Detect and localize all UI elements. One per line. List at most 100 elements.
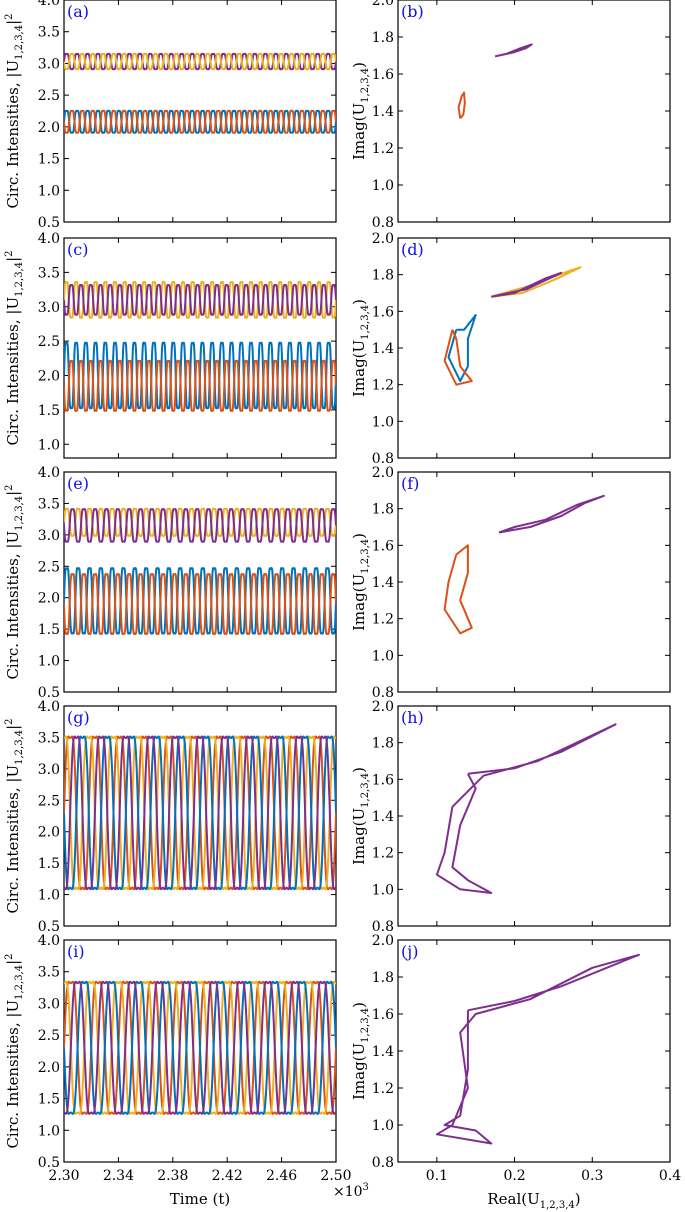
y-tick-label: 1.0 bbox=[372, 882, 394, 898]
series-purple bbox=[64, 735, 336, 891]
y-tick-label: 0.8 bbox=[372, 685, 394, 701]
series-orange bbox=[64, 573, 336, 635]
y-tick-label: 3.0 bbox=[38, 300, 60, 316]
y-tick-label: 1.4 bbox=[372, 1044, 394, 1060]
y-tick-label: 1.8 bbox=[372, 268, 394, 284]
axes-frame bbox=[397, 939, 671, 1163]
y-tick-label: 3.5 bbox=[38, 730, 60, 746]
y-tick-label: 1.6 bbox=[372, 304, 394, 320]
series-purple bbox=[435, 723, 617, 894]
y-tick-label: 2.0 bbox=[38, 591, 60, 607]
y-tick-label: 4.0 bbox=[38, 699, 60, 715]
plot-area bbox=[435, 723, 617, 894]
y-tick-label: 1.5 bbox=[38, 622, 60, 638]
y-tick-label: 2.0 bbox=[38, 825, 60, 841]
x-tick-label: 0.4 bbox=[659, 1168, 681, 1184]
y-tick-label: 2.0 bbox=[372, 231, 394, 247]
panel-label: (a) bbox=[67, 2, 89, 21]
y-tick-label: 1.0 bbox=[372, 178, 394, 194]
x-tick-label: 0.3 bbox=[581, 1168, 603, 1184]
y-tick-label: 2.0 bbox=[38, 1060, 60, 1076]
y-axis-label-right: Imag(U1,2,3,4) bbox=[350, 533, 371, 631]
y-tick-label: 1.0 bbox=[38, 437, 60, 453]
y-tick-label: 2.5 bbox=[38, 334, 60, 350]
y-tick-label: 3.0 bbox=[38, 996, 60, 1012]
y-tick-label: 1.4 bbox=[372, 104, 394, 120]
series-purple bbox=[491, 271, 563, 298]
plot-area bbox=[64, 507, 336, 635]
panel-b: 0.8 1.0 1.2 1.4 1.6 1.8 2.0 (b) bbox=[372, 0, 671, 231]
y-tick-label: 2.0 bbox=[38, 369, 60, 385]
panel-label: (i) bbox=[67, 942, 85, 961]
x-tick-label: 2.50 bbox=[320, 1168, 351, 1184]
y-tick-label: 2.0 bbox=[38, 120, 60, 136]
y-tick-label: 1.0 bbox=[38, 183, 60, 199]
y-tick-label: 1.6 bbox=[372, 67, 394, 83]
axes-frame bbox=[397, 237, 671, 459]
series-orange bbox=[443, 329, 473, 386]
y-tick-label: 1.8 bbox=[372, 502, 394, 518]
y-axis-label: Circ. Intensities, |U1,2,3,4|2 bbox=[4, 13, 25, 208]
y-tick-label: 1.4 bbox=[372, 809, 394, 825]
series-blue bbox=[64, 980, 336, 1115]
plot-area bbox=[64, 980, 336, 1115]
x-tick-label: 2.34 bbox=[103, 1168, 134, 1184]
y-axis-label-right: Imag(U1,2,3,4) bbox=[350, 299, 371, 397]
y-tick-label: 2.5 bbox=[38, 1028, 60, 1044]
y-tick-label: 1.2 bbox=[372, 1081, 394, 1097]
series-yellow bbox=[64, 735, 336, 891]
y-axis-label: Circ. Intensities, |U1,2,3,4|2 bbox=[4, 484, 25, 679]
panel-label: (h) bbox=[401, 708, 424, 727]
panel-label: (c) bbox=[67, 240, 88, 259]
y-tick-label: 1.5 bbox=[38, 1092, 60, 1108]
y-tick-label: 1.2 bbox=[372, 378, 394, 394]
y-tick-label: 2.5 bbox=[38, 793, 60, 809]
plot-area bbox=[443, 494, 605, 635]
y-tick-label: 1.4 bbox=[372, 575, 394, 591]
y-tick-label: 1.5 bbox=[38, 856, 60, 872]
y-tick-label: 0.5 bbox=[38, 1155, 60, 1171]
series-blue bbox=[447, 314, 477, 382]
y-tick-label: 1.0 bbox=[372, 648, 394, 664]
x-tick-label: 0.2 bbox=[503, 1168, 525, 1184]
y-tick-label: 3.5 bbox=[38, 265, 60, 281]
panel-label: (f) bbox=[401, 474, 419, 493]
axes-frame bbox=[397, 705, 671, 927]
plot-area bbox=[443, 266, 582, 386]
y-tick-label: 2.0 bbox=[372, 933, 394, 949]
y-tick-label: 2.0 bbox=[372, 699, 394, 715]
y-tick-label: 4.0 bbox=[38, 231, 60, 247]
y-tick-label: 1.5 bbox=[38, 403, 60, 419]
y-tick-label: 4.0 bbox=[38, 465, 60, 481]
y-tick-label: 4.0 bbox=[38, 0, 60, 9]
panel-h: 0.8 1.0 1.2 1.4 1.6 1.8 2.0 (h) bbox=[372, 699, 671, 935]
y-tick-label: 1.0 bbox=[38, 888, 60, 904]
plot-area bbox=[64, 52, 336, 134]
panel-label: (g) bbox=[67, 708, 90, 727]
y-tick-label: 0.8 bbox=[372, 215, 394, 231]
plot-area bbox=[457, 43, 533, 120]
y-axis-label-right: Imag(U1,2,3,4) bbox=[350, 1002, 371, 1100]
y-axis-label-right: Imag(U1,2,3,4) bbox=[350, 62, 371, 160]
series-blue bbox=[64, 735, 336, 891]
y-tick-label: 3.0 bbox=[38, 56, 60, 72]
y-axis-label-right: Imag(U1,2,3,4) bbox=[350, 767, 371, 865]
y-tick-label: 3.0 bbox=[38, 528, 60, 544]
y-tick-label: 1.0 bbox=[38, 654, 60, 670]
plot-area bbox=[435, 953, 640, 1145]
y-tick-label: 1.6 bbox=[372, 1007, 394, 1023]
y-tick-label: 1.5 bbox=[38, 152, 60, 168]
y-axis-label: Circ. Intensities, |U1,2,3,4|2 bbox=[4, 250, 25, 445]
panel-g: 0.5 1.0 1.5 2.0 2.5 3.0 3.5 4.0 (g) bbox=[38, 699, 337, 935]
y-tick-label: 1.8 bbox=[372, 970, 394, 986]
y-tick-label: 2.0 bbox=[372, 465, 394, 481]
panel-i: 0.5 1.0 1.5 2.0 2.5 3.0 3.5 4.0 2.30 2.34 2.38 2.42… bbox=[38, 933, 352, 1184]
x-tick-label: 2.42 bbox=[212, 1168, 243, 1184]
plot-area bbox=[64, 735, 336, 891]
y-tick-label: 1.2 bbox=[372, 141, 394, 157]
y-tick-label: 4.0 bbox=[38, 933, 60, 949]
x-axis-label-left: Time (t) bbox=[170, 1190, 230, 1208]
y-tick-label: 2.0 bbox=[372, 0, 394, 9]
panel-label: (d) bbox=[401, 240, 424, 259]
